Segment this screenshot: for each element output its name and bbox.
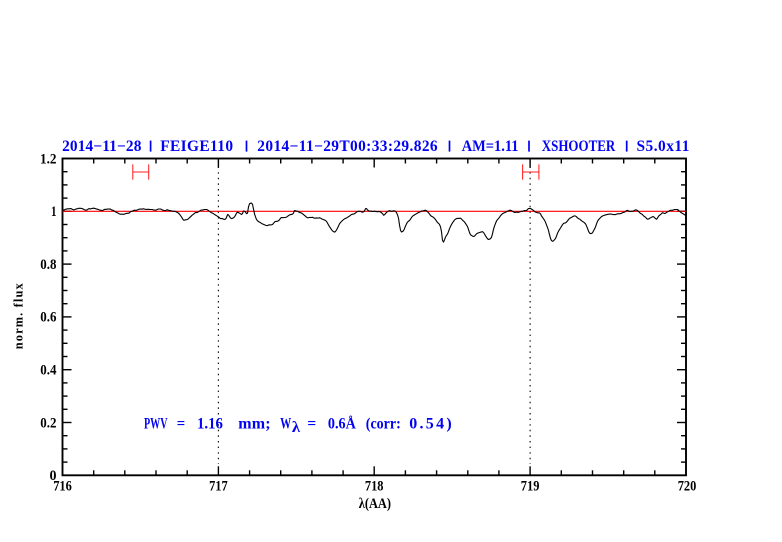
svg-text:0.6: 0.6 <box>40 310 56 326</box>
svg-text:norm. flux: norm. flux <box>12 283 26 350</box>
svg-text:=: = <box>307 415 316 432</box>
svg-text:2014−11−28: 2014−11−28 <box>62 138 142 155</box>
svg-text:717: 717 <box>209 479 228 495</box>
svg-text:0.8: 0.8 <box>40 257 56 273</box>
svg-text:1.2: 1.2 <box>40 151 57 167</box>
svg-text:S5.0x11: S5.0x11 <box>637 138 690 155</box>
svg-text:=: = <box>177 415 185 432</box>
svg-text:(corr:: (corr: <box>366 415 401 432</box>
svg-text:716: 716 <box>53 479 72 495</box>
svg-text:AM=1.11: AM=1.11 <box>462 138 519 155</box>
svg-text:PWV: PWV <box>144 415 168 432</box>
svg-text:720: 720 <box>678 479 697 495</box>
svg-text:0.2: 0.2 <box>40 415 56 431</box>
svg-text:0.4: 0.4 <box>40 363 56 379</box>
svg-text:λ(AA): λ(AA) <box>359 496 391 512</box>
svg-text:λ: λ <box>292 419 300 436</box>
svg-text:0.54): 0.54) <box>409 415 452 432</box>
svg-text:W: W <box>280 415 291 432</box>
svg-text:1: 1 <box>51 204 57 220</box>
svg-text:mm;: mm; <box>238 415 270 432</box>
svg-text:2014−11−29T00:33:29.826: 2014−11−29T00:33:29.826 <box>257 138 438 155</box>
svg-text:719: 719 <box>521 479 540 495</box>
svg-text:XSHOOTER: XSHOOTER <box>542 138 616 155</box>
svg-text:718: 718 <box>365 479 384 495</box>
svg-text:0.6Å: 0.6Å <box>328 414 356 432</box>
svg-text:0: 0 <box>50 468 57 484</box>
svg-text:1.16: 1.16 <box>197 415 223 432</box>
svg-text:FEIGE110: FEIGE110 <box>160 138 233 155</box>
